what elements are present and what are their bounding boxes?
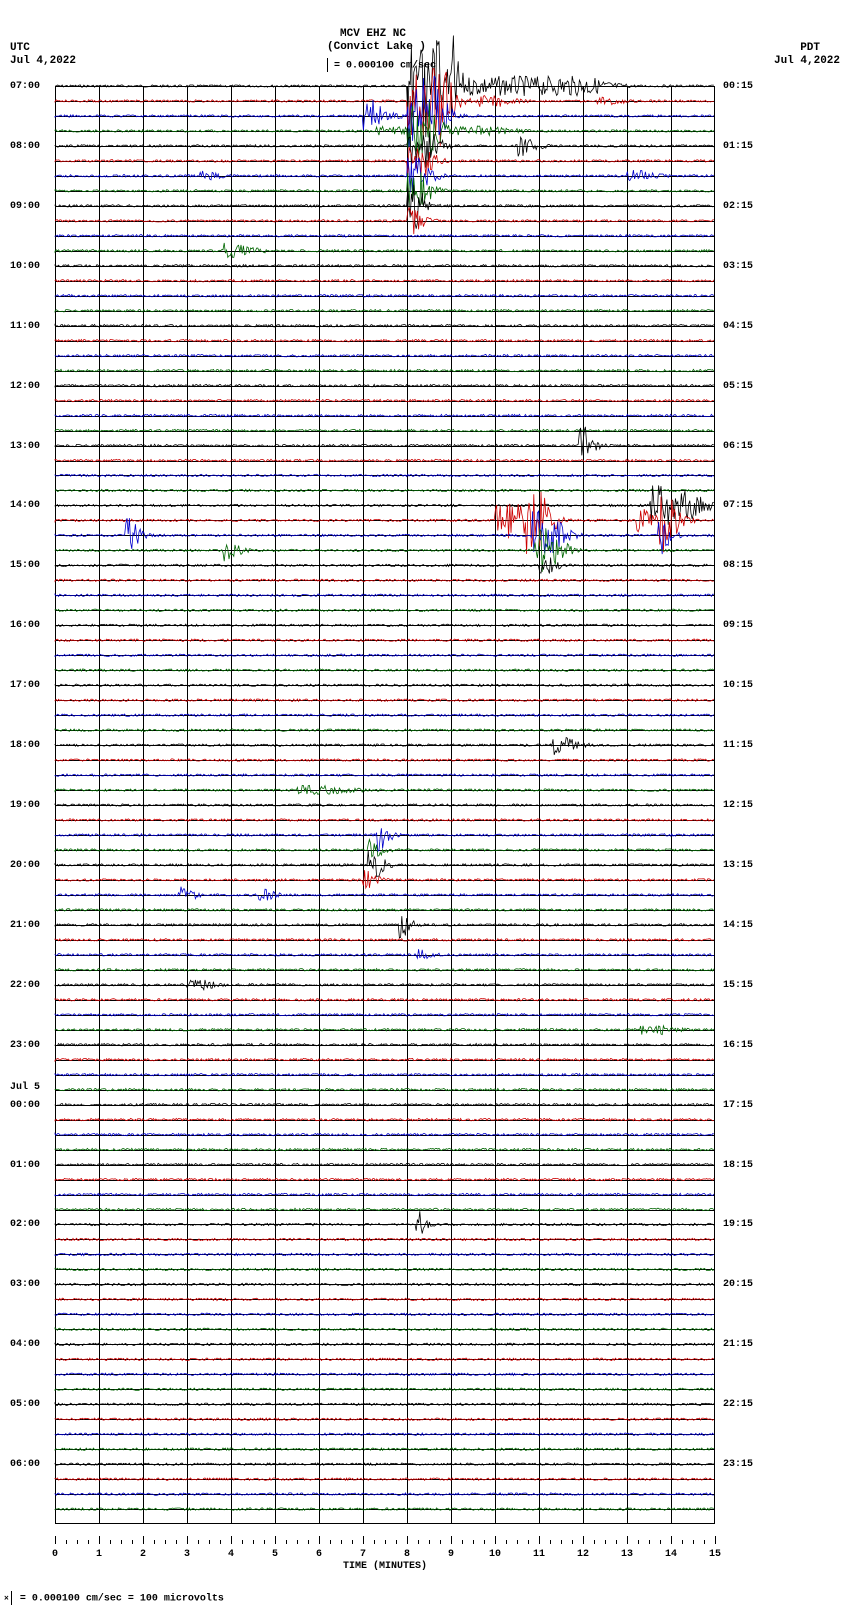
pdt-time-label: 01:15 [723, 141, 753, 152]
pdt-time-label: 04:15 [723, 321, 753, 332]
utc-time-label: Jul 5 [10, 1082, 40, 1093]
utc-time-label: 19:00 [10, 800, 40, 811]
utc-label: UTC [10, 42, 30, 54]
pdt-time-label: 12:15 [723, 800, 753, 811]
pdt-time-label: 03:15 [723, 261, 753, 272]
pdt-time-label: 15:15 [723, 980, 753, 991]
utc-time-label: 08:00 [10, 141, 40, 152]
pdt-time-label: 08:15 [723, 560, 753, 571]
pdt-time-label: 11:15 [723, 740, 753, 751]
utc-time-label: 21:00 [10, 920, 40, 931]
utc-time-label: 02:00 [10, 1219, 40, 1230]
pdt-time-label: 23:15 [723, 1459, 753, 1470]
pdt-time-label: 06:15 [723, 441, 753, 452]
station-title: MCV EHZ NC [340, 28, 406, 40]
utc-time-label: 09:00 [10, 201, 40, 212]
utc-time-label: 23:00 [10, 1040, 40, 1051]
utc-time-label: 18:00 [10, 740, 40, 751]
pdt-date: Jul 4,2022 [774, 55, 840, 67]
pdt-time-label: 18:15 [723, 1160, 753, 1171]
utc-time-label: 01:00 [10, 1160, 40, 1171]
utc-time-label: 12:00 [10, 381, 40, 392]
pdt-time-label: 14:15 [723, 920, 753, 931]
utc-time-label: 05:00 [10, 1399, 40, 1410]
utc-time-label: 10:00 [10, 261, 40, 272]
pdt-label: PDT [800, 42, 820, 54]
pdt-time-label: 20:15 [723, 1279, 753, 1290]
utc-time-label: 06:00 [10, 1459, 40, 1470]
pdt-time-label: 21:15 [723, 1339, 753, 1350]
utc-time-label: 11:00 [10, 321, 40, 332]
time-unit-label: TIME (MINUTES) [343, 1561, 427, 1572]
utc-time-label: 13:00 [10, 441, 40, 452]
pdt-time-label: 09:15 [723, 620, 753, 631]
pdt-time-label: 16:15 [723, 1040, 753, 1051]
utc-time-label: 17:00 [10, 680, 40, 691]
pdt-time-label: 19:15 [723, 1219, 753, 1230]
pdt-time-label: 10:15 [723, 680, 753, 691]
pdt-time-label: 05:15 [723, 381, 753, 392]
utc-time-label: 07:00 [10, 81, 40, 92]
pdt-time-label: 00:15 [723, 81, 753, 92]
pdt-time-label: 13:15 [723, 860, 753, 871]
seismogram-plot [55, 86, 715, 1524]
utc-time-label: 03:00 [10, 1279, 40, 1290]
utc-time-label: 14:00 [10, 500, 40, 511]
utc-time-label: 20:00 [10, 860, 40, 871]
pdt-time-label: 07:15 [723, 500, 753, 511]
utc-time-label: 00:00 [10, 1100, 40, 1111]
utc-time-label: 04:00 [10, 1339, 40, 1350]
pdt-time-label: 02:15 [723, 201, 753, 212]
pdt-time-label: 17:15 [723, 1100, 753, 1111]
time-axis: TIME (MINUTES) 0123456789101112131415 [55, 1526, 715, 1566]
utc-time-label: 16:00 [10, 620, 40, 631]
pdt-time-label: 22:15 [723, 1399, 753, 1410]
utc-date: Jul 4,2022 [10, 55, 76, 67]
utc-time-label: 15:00 [10, 560, 40, 571]
footer-scale: × = 0.000100 cm/sec = 100 microvolts [4, 1591, 224, 1605]
utc-time-label: 22:00 [10, 980, 40, 991]
